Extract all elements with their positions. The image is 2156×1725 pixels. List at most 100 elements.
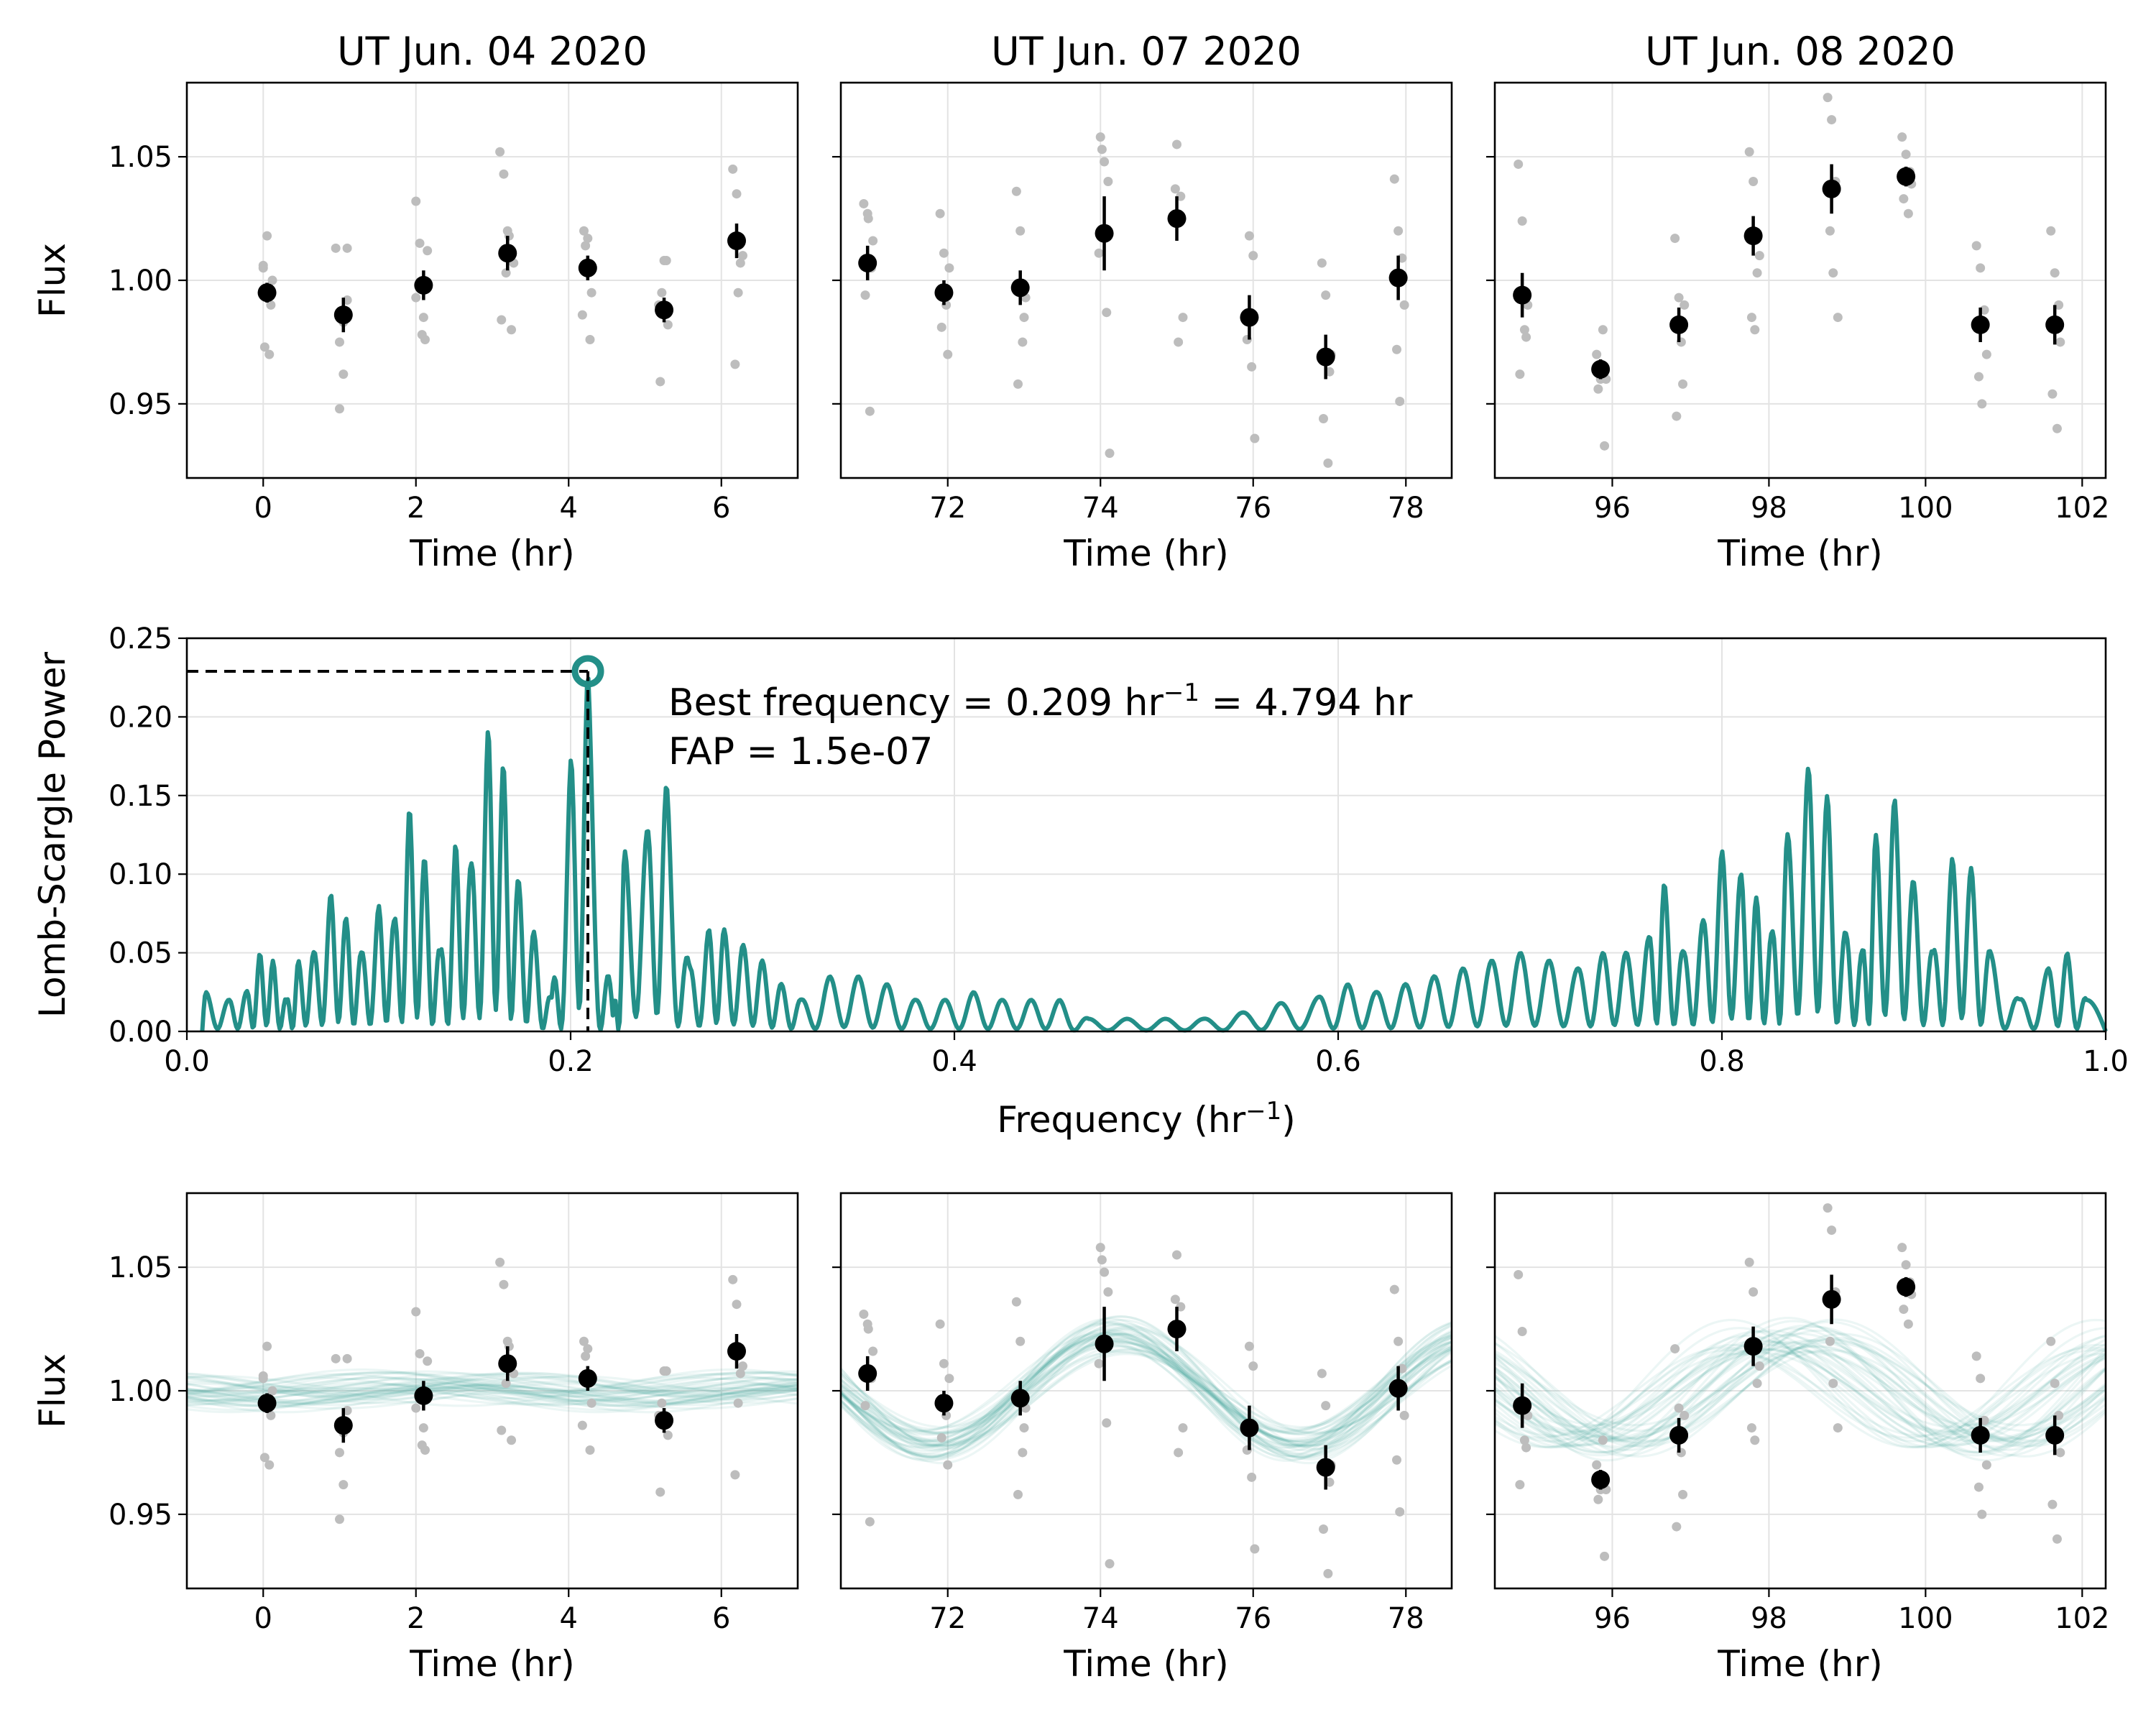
x-tick-label: 78 [1388,492,1424,525]
raw-point [1174,337,1184,347]
binned-point [257,1394,277,1413]
raw-point [1247,362,1257,372]
y-tick-label: 0.05 [109,937,172,970]
model-curve [1495,1348,2106,1434]
raw-point [266,1410,276,1420]
model-curve [1495,1327,2106,1462]
raw-point [507,1435,517,1445]
raw-point [1744,1257,1754,1267]
binned-point [333,305,353,325]
model-curve [841,1324,1452,1459]
raw-point [1600,1551,1610,1561]
raw-point [259,342,270,352]
raw-point [1011,186,1021,196]
raw-point [1399,300,1409,310]
raw-point [2050,268,2060,278]
x-axis-label: Time (hr) [1717,1643,1883,1685]
raw-point [1248,251,1258,261]
model-curve [841,1348,1452,1434]
model-curve [1495,1324,2106,1439]
binned-point [578,1368,597,1388]
raw-point [1754,251,1764,261]
raw-point [944,1374,954,1384]
raw-point [1746,1423,1756,1433]
x-axis-label: Time (hr) [1063,533,1229,574]
raw-point [939,248,949,258]
binned-point [1897,167,1916,186]
x-tick-label: 2 [407,1602,425,1635]
y-tick-label: 1.00 [109,1375,172,1408]
model-curve [841,1344,1452,1435]
raw-point [1102,1418,1112,1428]
binned-point [858,1363,877,1383]
binned-point [1513,1396,1532,1415]
raw-point [499,169,509,179]
binned-point [1513,285,1532,305]
raw-point [657,1398,667,1408]
raw-point [657,288,667,298]
model-curve [841,1325,1452,1450]
binned-point [727,231,746,250]
light-curve-panel: 72 74 76 78 Time (hr) [832,1192,1453,1685]
model-curve [841,1320,1452,1458]
raw-point [577,310,587,320]
raw-point [1897,1243,1907,1253]
y-axis-label: Flux [32,243,73,318]
model-curve [841,1332,1452,1465]
raw-point [865,1517,875,1527]
model-curve [1495,1338,2106,1458]
raw-point [1172,139,1181,150]
model-curve [1495,1329,2106,1440]
raw-point [1825,226,1835,236]
x-tick-label: 78 [1388,1602,1424,1635]
raw-point [1592,1460,1602,1470]
raw-point [944,263,954,273]
model-curve [187,1376,798,1398]
raw-point [2046,1336,2056,1346]
x-tick-label: 6 [712,492,730,525]
model-curve [841,1315,1452,1448]
model-curve [1495,1316,2106,1454]
binned-point [2045,315,2065,334]
x-tick-label: 102 [2055,492,2109,525]
model-curve [1495,1330,2106,1441]
raw-point [1825,1336,1835,1346]
y-axis-label: Lomb-Scargle Power [32,652,73,1018]
model-curve [1495,1337,2106,1448]
raw-point [1823,1203,1833,1213]
raw-points [1514,1203,2065,1561]
x-tick-label: 0.2 [548,1045,594,1078]
binned-point [1971,1425,1990,1445]
raw-point [1971,1351,1981,1361]
raw-point [1903,208,1913,218]
model-curve [1495,1343,2106,1443]
model-curve [1495,1348,2106,1448]
model-curve [187,1371,798,1394]
model-curve [841,1339,1452,1450]
raw-point [583,1344,593,1354]
model-curve [841,1337,1452,1459]
model-curve [1495,1335,2106,1448]
model-curve [187,1386,798,1406]
raw-point [939,1358,949,1368]
raw-point [1749,177,1759,186]
raw-point [2046,226,2056,236]
raw-point [577,1420,587,1430]
raw-point [423,246,433,256]
raw-point [655,1487,665,1497]
model-curve [1495,1345,2106,1451]
annotation-prefix: Best frequency = 0.209 hr [668,681,1164,724]
model-curve [841,1322,1452,1447]
raw-point [579,1336,589,1346]
light-curve-panel: 96 98 100 102 Time (hr) UT Jun. 08 2020 [1486,29,2109,574]
power-curve [200,676,2108,1033]
panel-title: UT Jun. 07 2020 [991,29,1302,74]
raw-point [1977,1509,1987,1519]
raw-point [1319,414,1328,423]
x-tick-label: 1.0 [2083,1045,2129,1078]
raw-point [1094,248,1104,258]
binned-point [1388,1379,1408,1398]
model-curve [841,1328,1452,1463]
raw-point [1170,184,1180,194]
binned-point [934,1394,954,1413]
